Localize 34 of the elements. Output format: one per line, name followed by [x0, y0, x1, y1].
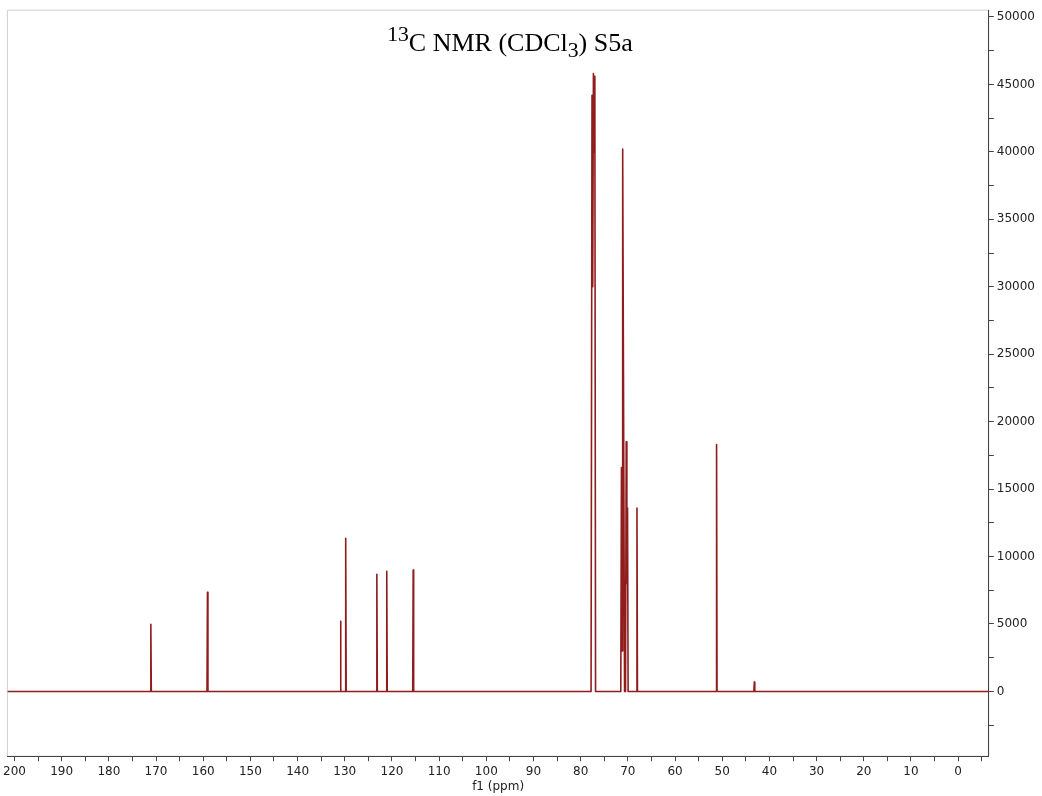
y-tick-label: 15000 [996, 481, 1036, 496]
x-tick-label: 10 [903, 763, 919, 778]
x-tick-label: 170 [144, 763, 168, 778]
y-tick-label: 20000 [996, 413, 1036, 428]
x-tick-label: 40 [761, 763, 778, 778]
y-tick-label: 10000 [996, 548, 1036, 563]
x-tick-label: 200 [3, 763, 26, 778]
x-tick-label: 140 [286, 763, 310, 778]
y-tick-label: 0 [996, 683, 1005, 698]
x-axis-title: f1 (ppm) [472, 778, 525, 793]
x-tick-label: 160 [191, 763, 215, 778]
x-tick-label: 60 [667, 763, 683, 778]
x-tick-label: 190 [50, 763, 74, 778]
y-tick-label: 35000 [996, 211, 1036, 226]
y-tick-label: 30000 [996, 278, 1036, 293]
x-tick-label: 20 [856, 763, 872, 778]
x-tick-label: 50 [714, 763, 730, 778]
y-tick-label: 5000 [996, 616, 1028, 631]
x-tick-label: 80 [573, 763, 589, 778]
x-tick-label: 0 [954, 763, 962, 778]
y-tick-label: 45000 [996, 76, 1036, 91]
x-tick-label: 130 [333, 763, 357, 778]
x-tick-label: 100 [474, 763, 498, 778]
y-tick-label: 50000 [996, 9, 1036, 24]
x-tick-label: 30 [808, 763, 825, 778]
x-tick-label: 180 [97, 763, 121, 778]
x-tick-label: 110 [427, 763, 451, 778]
x-tick-label: 70 [620, 763, 636, 778]
x-tick-label: 150 [238, 763, 262, 778]
x-tick-label: 120 [380, 763, 404, 778]
y-tick-label: 40000 [996, 143, 1036, 158]
text: $^{13}$C NMR (CDCl$_{3}$) S5a [386, 22, 634, 63]
y-tick-label: 25000 [996, 346, 1036, 361]
x-tick-label: 90 [525, 763, 542, 778]
